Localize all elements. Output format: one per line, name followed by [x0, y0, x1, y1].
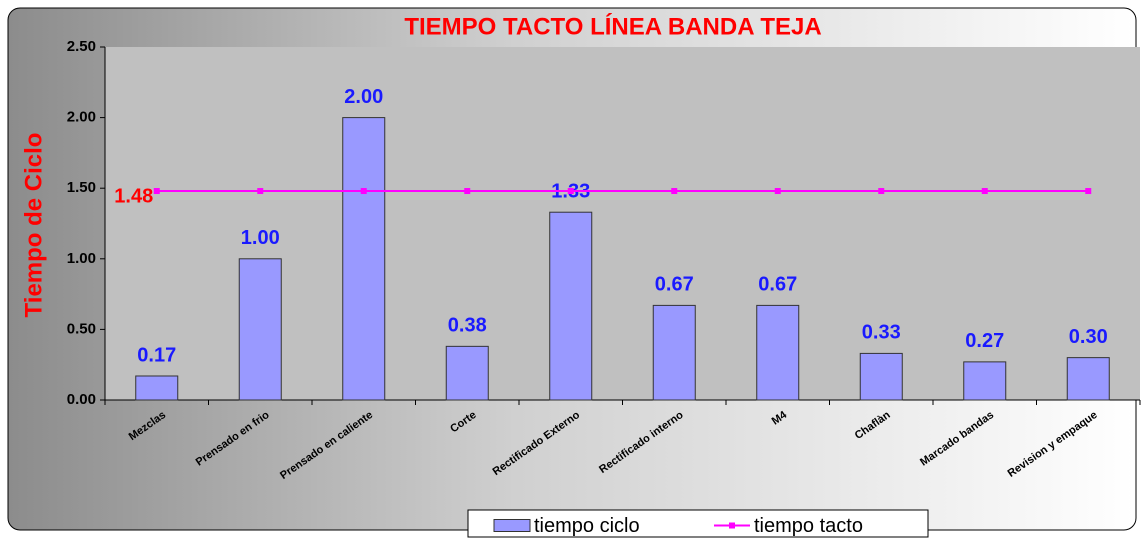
data-label: 2.00	[344, 86, 383, 108]
marker	[153, 188, 160, 195]
legend-label: tiempo ciclo	[534, 515, 640, 537]
data-label: 0.38	[448, 315, 487, 337]
bar	[135, 375, 179, 401]
legend-swatch	[729, 522, 735, 529]
bar	[445, 345, 489, 401]
data-label: 0.27	[965, 330, 1004, 352]
data-label: 0.67	[758, 274, 797, 296]
bar	[756, 304, 800, 401]
marker	[1085, 188, 1092, 195]
marker	[774, 188, 781, 195]
data-label: 0.33	[862, 322, 901, 344]
marker	[257, 188, 264, 195]
y-tick-label: 2.00	[67, 109, 96, 126]
legend-label: tiempo tacto	[754, 515, 863, 537]
bar	[963, 361, 1007, 401]
y-tick-label: 0.00	[67, 391, 96, 408]
legend-swatch	[493, 519, 531, 532]
data-label: 0.30	[1069, 326, 1108, 348]
chart-title: TIEMPO TACTO LÍNEA BANDA TEJA	[404, 12, 821, 40]
bar	[549, 211, 593, 401]
bar	[859, 352, 903, 401]
bar	[652, 304, 696, 401]
data-label: 1.00	[241, 227, 280, 249]
bar	[342, 117, 386, 401]
marker	[464, 188, 471, 195]
data-label: 0.17	[137, 344, 176, 366]
marker	[878, 188, 885, 195]
marker	[981, 188, 988, 195]
y-tick-label: 0.50	[67, 320, 96, 337]
data-label: 0.67	[655, 274, 694, 296]
y-axis-label: Tiempo de Ciclo	[20, 133, 47, 318]
y-tick-label: 1.50	[67, 179, 96, 196]
data-label: 1.48	[114, 185, 153, 207]
bar	[1066, 357, 1110, 401]
bar	[238, 258, 282, 401]
legend	[467, 509, 929, 538]
y-tick-label: 2.50	[67, 38, 96, 55]
marker	[360, 188, 367, 195]
y-tick-label: 1.00	[67, 250, 96, 267]
marker	[567, 188, 574, 195]
marker	[671, 188, 678, 195]
